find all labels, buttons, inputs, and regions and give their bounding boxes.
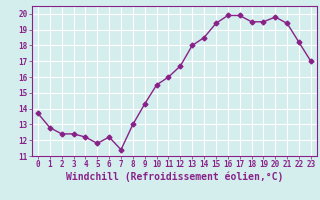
X-axis label: Windchill (Refroidissement éolien,°C): Windchill (Refroidissement éolien,°C) (66, 172, 283, 182)
